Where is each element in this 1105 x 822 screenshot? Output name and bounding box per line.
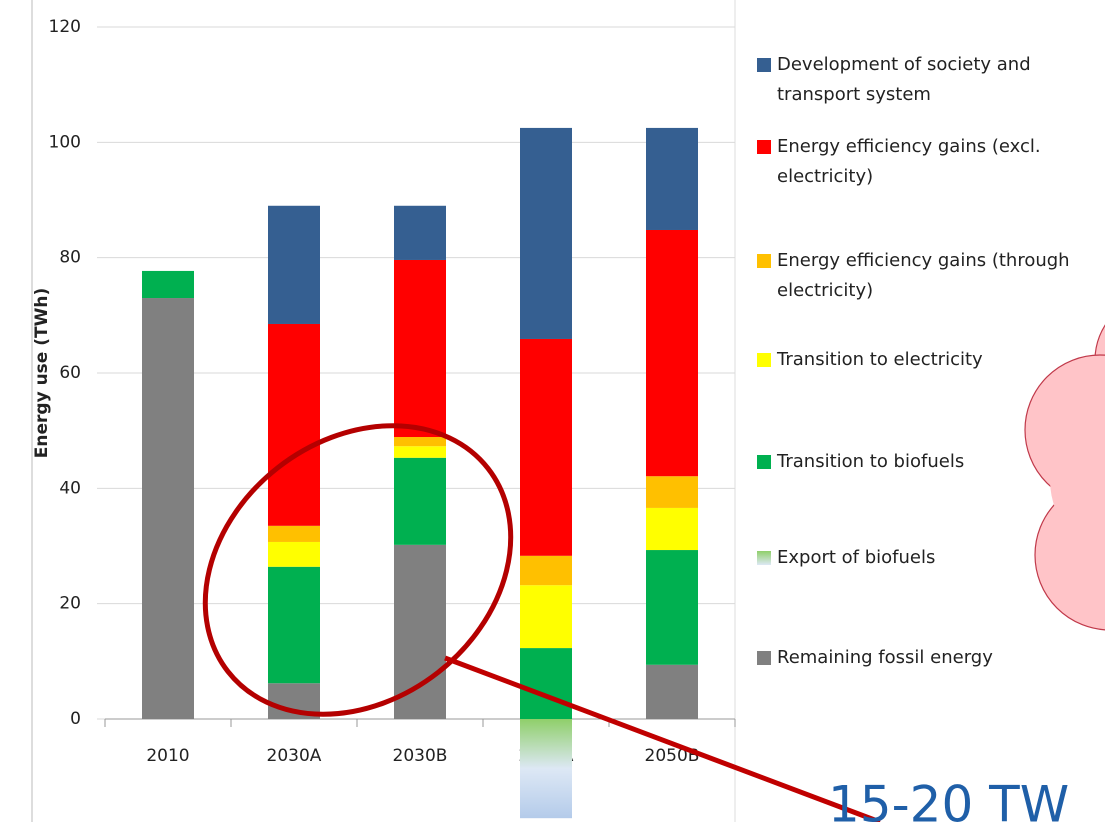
legend-item: Remaining fossil energy (757, 643, 1097, 673)
legend-item: Energy efficiency gains (excl. electrici… (757, 132, 1097, 192)
bar-segment (268, 323, 320, 526)
bar-segment (520, 585, 572, 649)
legend-label: Energy efficiency gains (through electri… (777, 250, 1070, 301)
bar-segment (646, 664, 698, 719)
x-tick-label: 2010 (146, 746, 189, 766)
bar-segment (394, 544, 446, 719)
bar-segment (268, 541, 320, 567)
legend-swatch (757, 58, 771, 72)
bar-segment (520, 127, 572, 339)
legend-label: Development of society and transport sys… (777, 54, 1031, 105)
legend-swatch (757, 551, 771, 565)
y-tick-label: 80 (59, 248, 81, 268)
legend-item: Energy efficiency gains (through electri… (757, 246, 1097, 306)
y-tick-label: 0 (70, 709, 81, 729)
bar-segment (646, 229, 698, 477)
y-tick-label: 20 (59, 594, 81, 614)
legend-item: Transition to biofuels (757, 447, 1097, 477)
x-tick-label: 2030A (267, 746, 322, 766)
bar-segment (268, 205, 320, 324)
plot: 02040608010012020102030A2030B2050A2050B (49, 17, 736, 819)
cloud (1024, 324, 1105, 631)
y-tick-label: 60 (59, 363, 81, 383)
bar-segment (268, 525, 320, 542)
callout-line (444, 655, 881, 822)
bar-segment (520, 719, 572, 819)
legend-label: Transition to biofuels (777, 451, 965, 472)
bar-segment (394, 205, 446, 260)
bar-segment (142, 270, 194, 299)
legend-label: Transition to electricity (777, 349, 983, 370)
bar-segment (142, 298, 194, 719)
legend-swatch (757, 651, 771, 665)
bar-segment (520, 338, 572, 556)
bar-segment (520, 555, 572, 586)
y-tick-label: 40 (59, 478, 81, 498)
y-axis-label: Energy use (TWh) (32, 288, 52, 458)
legend-label: Remaining fossil energy (777, 647, 993, 668)
legend-item: Export of biofuels (757, 543, 1097, 573)
legend-label: Energy efficiency gains (excl. electrici… (777, 136, 1041, 187)
legend-swatch (757, 455, 771, 469)
bar-segment (394, 446, 446, 458)
legend-item: Transition to electricity (757, 345, 1097, 375)
legend-swatch (757, 353, 771, 367)
legend-swatch (757, 254, 771, 268)
bar-segment (646, 127, 698, 230)
bar-segment (646, 476, 698, 508)
bar-segment (646, 507, 698, 551)
legend-swatch (757, 140, 771, 154)
bar-segment (646, 550, 698, 665)
legend-label: Export of biofuels (777, 547, 936, 568)
annotation: 15-20 TW (828, 776, 1069, 822)
highlight-ellipse (202, 423, 514, 717)
bar-segment (520, 648, 572, 719)
y-tick-label: 120 (49, 17, 81, 37)
bar-segment (394, 259, 446, 438)
x-tick-label: 2030B (393, 746, 448, 766)
y-tick-label: 100 (49, 132, 81, 152)
legend-item: Development of society and transport sys… (757, 50, 1097, 110)
bar-segment (268, 566, 320, 684)
bar-segment (394, 457, 446, 545)
bar-segment (394, 437, 446, 447)
